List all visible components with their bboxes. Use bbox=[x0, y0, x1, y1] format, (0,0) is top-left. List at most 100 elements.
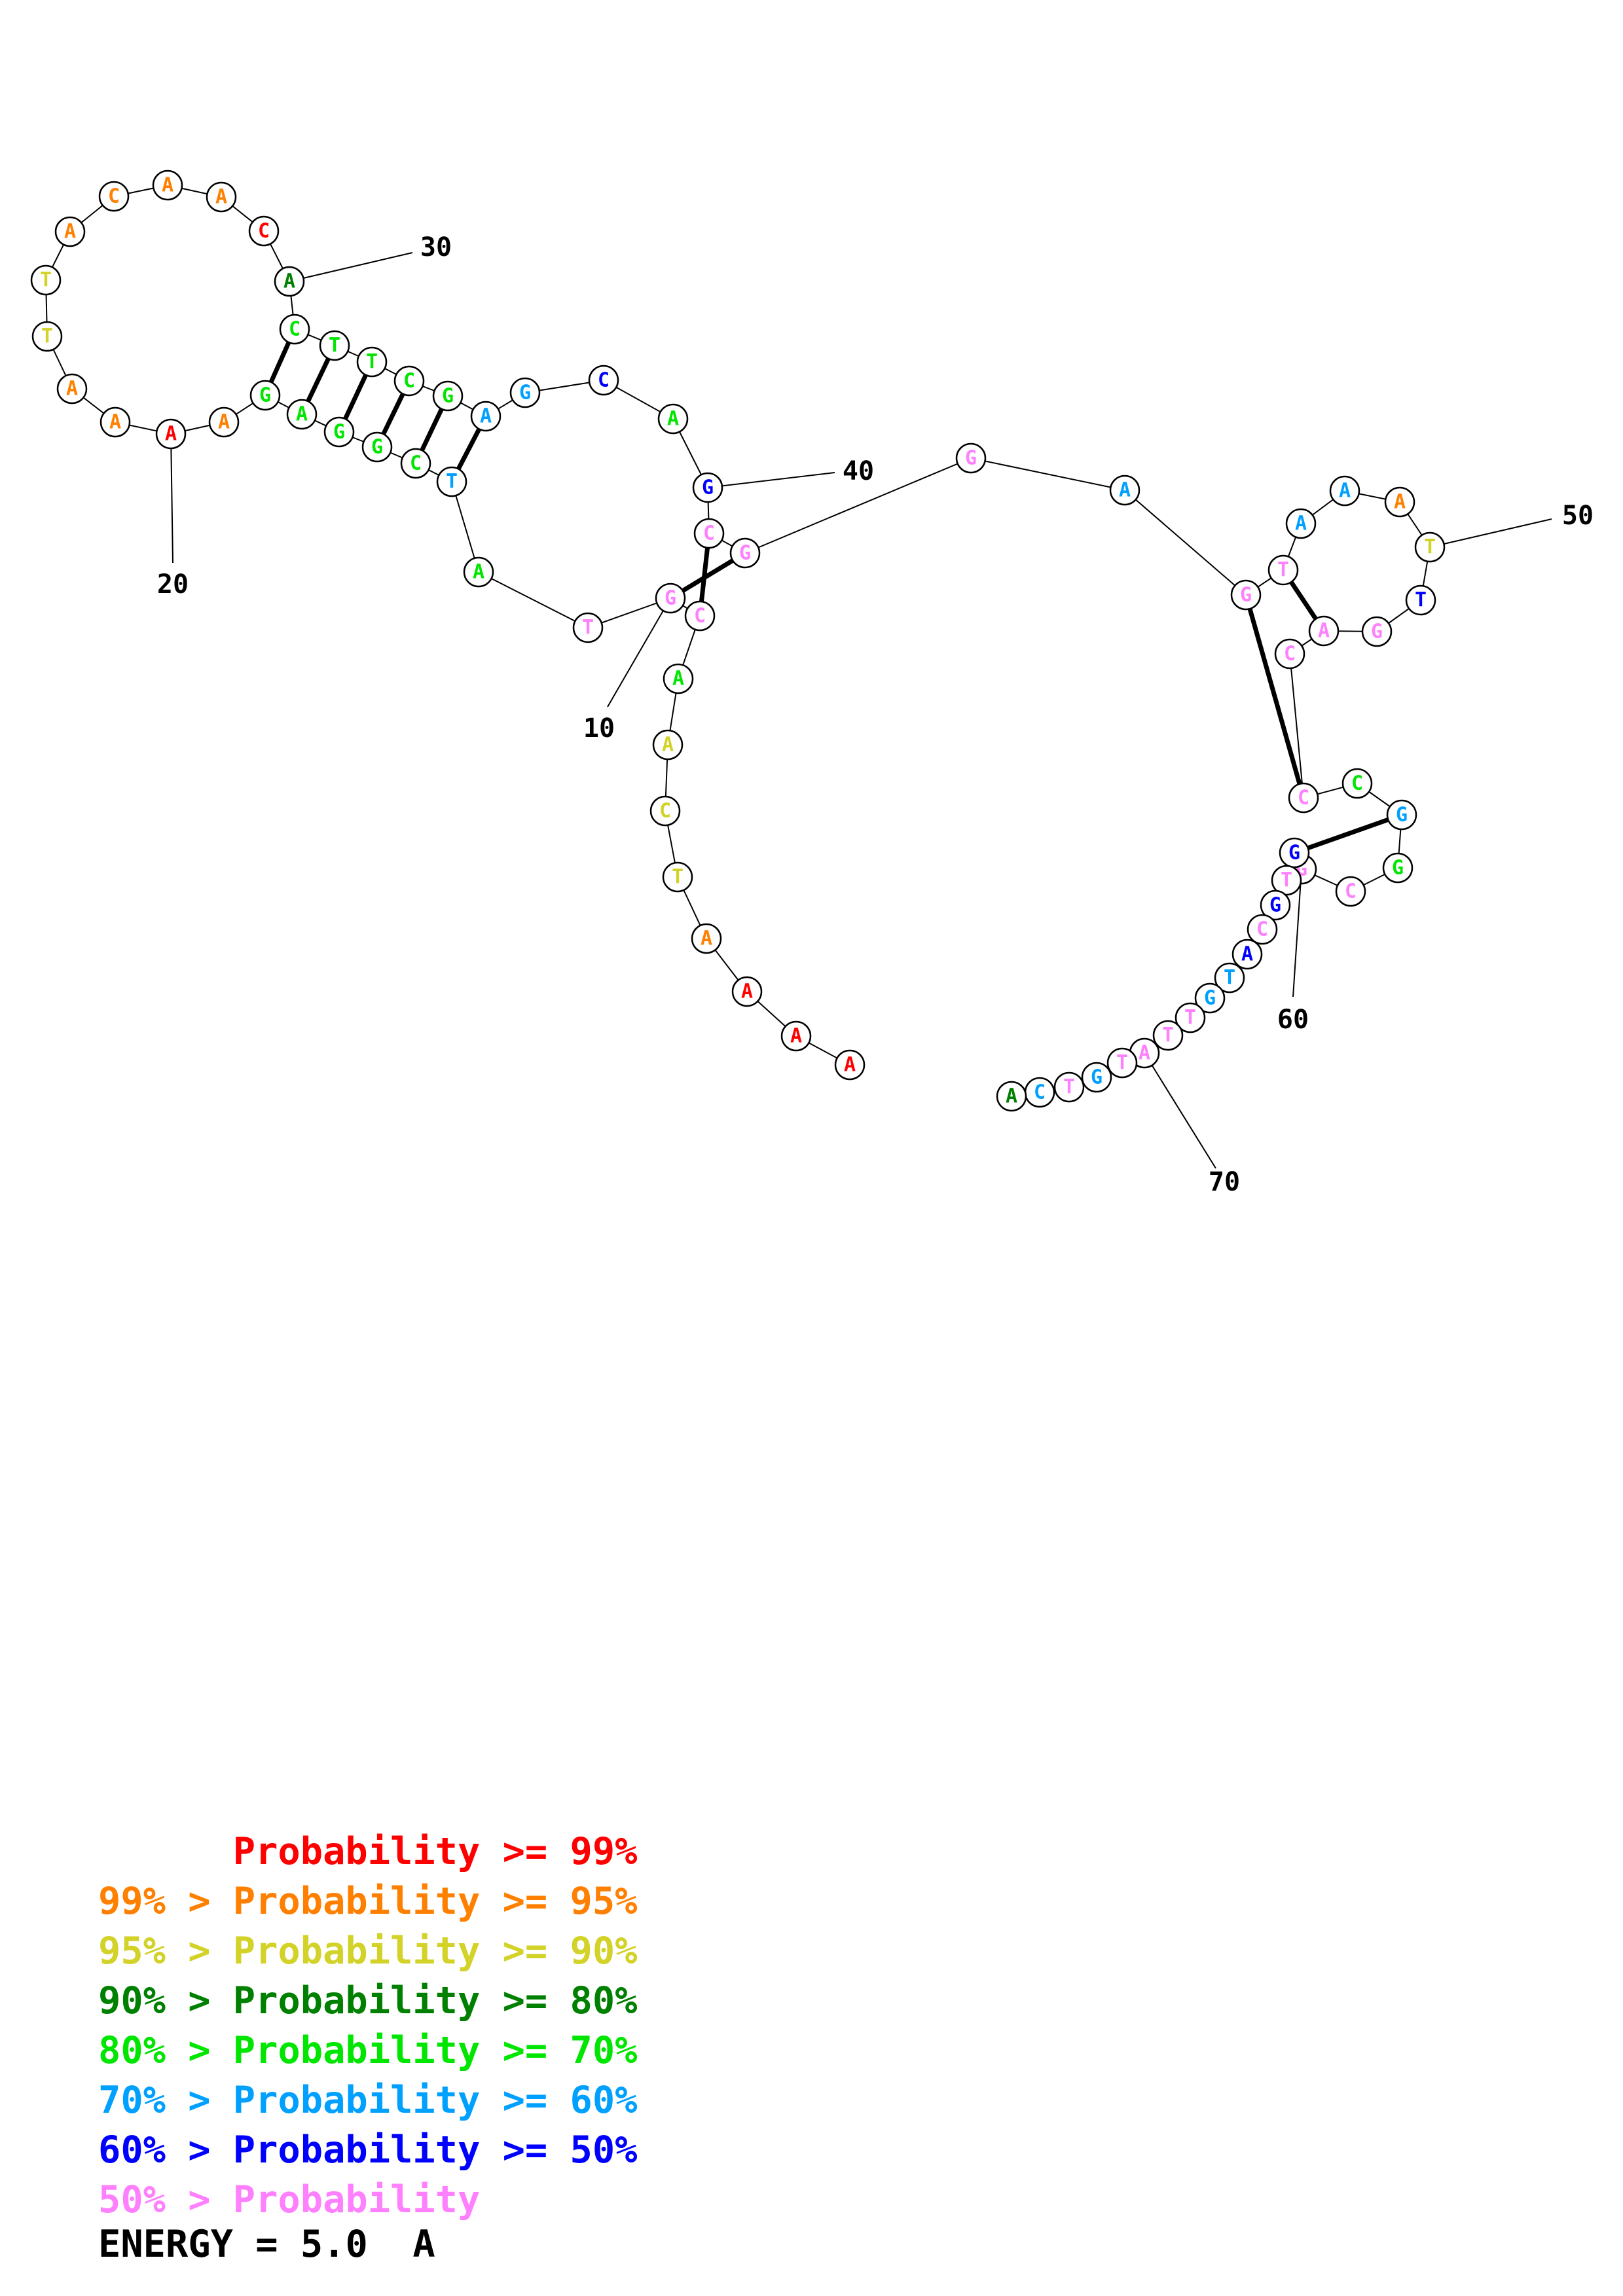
nucleotide: C bbox=[393, 365, 425, 397]
nucleotide-circle bbox=[1414, 531, 1446, 563]
legend-row: 50% > Probability bbox=[98, 2178, 480, 2221]
nucleotide-circle bbox=[30, 264, 62, 296]
index-label: 70 bbox=[1209, 1167, 1240, 1197]
nucleotide-circle bbox=[208, 406, 240, 438]
nucleotide: A bbox=[1384, 486, 1415, 518]
nucleotide-circle bbox=[1308, 615, 1340, 647]
nucleotide-letter: A bbox=[701, 927, 712, 950]
nucleotide: A bbox=[54, 216, 86, 247]
nucleotide: T bbox=[30, 264, 62, 296]
nucleotide-circle bbox=[1247, 914, 1278, 945]
legend-text: Probability >= 50% bbox=[233, 2128, 638, 2172]
legend-prefix: 90% > bbox=[98, 1979, 211, 2022]
nucleotide-letter: A bbox=[480, 405, 492, 428]
nucleotide: G bbox=[655, 583, 686, 614]
nucleotide: A bbox=[657, 403, 689, 435]
nucleotide-letter: T bbox=[1063, 1076, 1075, 1099]
nucleotide-letter: C bbox=[258, 220, 270, 243]
nucleotide: A bbox=[286, 399, 318, 430]
nucleotide-letter: T bbox=[672, 866, 684, 889]
nucleotide-circle bbox=[955, 442, 987, 474]
nucleotide-circle bbox=[1231, 939, 1263, 970]
nucleotide-letter: T bbox=[1116, 1052, 1128, 1075]
legend-prefix: 99% > bbox=[98, 1880, 211, 1923]
nucleotide-letter: C bbox=[1351, 772, 1363, 795]
index-tick-lines bbox=[170, 252, 1552, 1169]
index-labels: 10 20 30 40 50 60 70 bbox=[157, 232, 1594, 1197]
legend-row: 95% > Probability >= 90% bbox=[98, 1929, 638, 1973]
nucleotide: G bbox=[323, 416, 355, 448]
nucleotide-letter: C bbox=[1256, 918, 1268, 941]
nucleotide-circle bbox=[31, 321, 63, 352]
nucleotide-letter: A bbox=[218, 411, 230, 434]
nucleotide: G bbox=[729, 537, 761, 569]
nucleotide: T bbox=[319, 330, 350, 361]
nucleotide-letter: T bbox=[41, 325, 53, 348]
nucleotide-circle bbox=[1214, 962, 1245, 994]
nucleotide: A bbox=[470, 401, 501, 432]
nucleotide-circle bbox=[1194, 982, 1226, 1014]
nucleotide-circle bbox=[834, 1049, 866, 1081]
nucleotide-circle bbox=[1152, 1020, 1184, 1051]
nucleotide-letter: A bbox=[662, 734, 674, 757]
nucleotide-letter: G bbox=[371, 436, 383, 459]
nucleotide-circle bbox=[729, 537, 761, 569]
nucleotide: G bbox=[955, 442, 987, 474]
nucleotide: A bbox=[691, 923, 722, 954]
nucleotide-circle bbox=[100, 406, 131, 438]
nucleotide-circle bbox=[279, 314, 310, 345]
nucleotide-circle bbox=[286, 399, 318, 430]
nucleotide-letter: C bbox=[694, 605, 706, 628]
backbone-lines bbox=[45, 185, 1431, 1097]
nucleotide-circle bbox=[649, 795, 681, 827]
nucleotide: A bbox=[1329, 475, 1360, 507]
nucleotide-circle bbox=[323, 416, 355, 448]
nucleotide-letter: T bbox=[40, 269, 52, 292]
nucleotide-circle bbox=[1405, 584, 1436, 616]
nucleotide: G bbox=[692, 472, 723, 503]
nucleotide-letter: T bbox=[329, 334, 340, 357]
nucleotide: A bbox=[206, 181, 237, 213]
nucleotide: C bbox=[1288, 782, 1319, 814]
nucleotide-letter: A bbox=[64, 221, 76, 243]
index-label: 20 bbox=[157, 569, 189, 600]
nucleotide: C bbox=[1247, 914, 1278, 945]
nucleotide-letter: A bbox=[1241, 943, 1253, 966]
nucleotide-letter: A bbox=[66, 378, 78, 401]
nucleotide-circle bbox=[693, 518, 725, 549]
nucleotide-circle bbox=[1386, 799, 1417, 831]
nucleotide-circle bbox=[691, 923, 722, 954]
nucleotide-circle bbox=[1329, 475, 1360, 507]
index-label: 30 bbox=[420, 232, 452, 262]
nucleotide-circle bbox=[98, 181, 130, 212]
legend-prefix: 95% > bbox=[98, 1929, 211, 1973]
nucleotide-letter: T bbox=[1424, 536, 1436, 559]
nucleotide-letter: G bbox=[1091, 1066, 1103, 1089]
legend-prefix: 50% > bbox=[98, 2178, 211, 2221]
nucleotide-letter: T bbox=[366, 351, 378, 374]
nucleotide-letter: A bbox=[844, 1054, 856, 1077]
nucleotide-letter: A bbox=[1295, 512, 1307, 535]
base-pair-line bbox=[1293, 812, 1403, 855]
nucleotide: C bbox=[98, 181, 130, 212]
nucleotide: A bbox=[152, 170, 183, 201]
nucleotide-circle bbox=[248, 215, 280, 247]
nucleotide: A bbox=[274, 266, 305, 297]
nucleotide-circle bbox=[1109, 475, 1140, 506]
nucleotide-circle bbox=[731, 976, 763, 1007]
nucleotide-letter: T bbox=[1277, 559, 1289, 582]
nucleotide: A bbox=[155, 418, 187, 450]
index-label: 40 bbox=[843, 456, 874, 486]
nucleotide-circle bbox=[572, 612, 604, 643]
nucleotide: T bbox=[1152, 1020, 1184, 1051]
nucleotide-letter: T bbox=[1415, 589, 1427, 612]
nucleotide: T bbox=[1053, 1071, 1085, 1103]
nucleotide-letter: A bbox=[790, 1025, 802, 1048]
backbone-segment bbox=[1124, 490, 1247, 596]
nucleotide: T bbox=[436, 466, 467, 497]
index-tick-line bbox=[1429, 518, 1552, 548]
index-tick-line bbox=[1144, 1052, 1216, 1169]
nucleotide: C bbox=[684, 600, 716, 632]
nucleotide-circle bbox=[56, 373, 88, 404]
nucleotide-letter: A bbox=[215, 186, 227, 209]
